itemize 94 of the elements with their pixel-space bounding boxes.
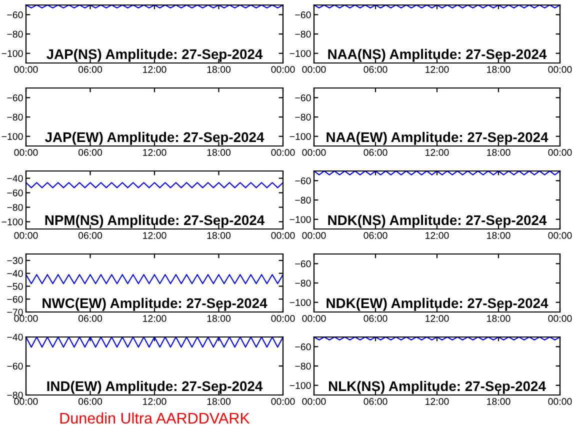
y-tick-label: −60 (295, 260, 311, 268)
x-tick-label: 00:00 (271, 66, 295, 73)
y-tick-label: −40 (7, 174, 23, 182)
x-tick-label: 18:00 (487, 232, 510, 239)
x-tick-label: 18:00 (207, 232, 231, 239)
x-tick-label: 12:00 (143, 315, 166, 322)
x-tick-label: 06:00 (364, 315, 388, 322)
text: JAP(NS) Amplitude: 27-Sep-2024 (46, 48, 263, 62)
x-tick-label: 06:00 (78, 398, 102, 405)
y-tick-label: −60 (295, 11, 311, 18)
x-tick-label: 12:00 (426, 66, 449, 73)
x-tick-label: 06:00 (78, 149, 102, 156)
y-tick-label: −100 (2, 50, 23, 57)
x-tick-label: 18:00 (487, 66, 510, 73)
x-tick-label: 12:00 (426, 232, 449, 239)
text: IND(EW) Amplitude: 27-Sep-2024 (47, 380, 263, 394)
x-tick-label: 18:00 (207, 315, 231, 322)
x-tick-label: 00:00 (271, 149, 295, 156)
x-tick-label: 00:00 (14, 315, 38, 322)
y-tick-label: −100 (290, 216, 311, 223)
x-tick-label: 00:00 (302, 66, 326, 73)
x-tick-label: 00:00 (302, 232, 326, 239)
text: NDK(NS) Amplitude: 27-Sep-2024 (328, 214, 547, 228)
x-tick-label: 12:00 (143, 232, 166, 239)
x-tick-label: 00:00 (271, 232, 295, 239)
x-tick-label: 06:00 (364, 232, 388, 239)
x-tick-label: 00:00 (548, 232, 572, 239)
x-tick-label: 12:00 (426, 315, 449, 322)
y-tick-label: −80 (7, 392, 23, 399)
x-tick-label: 12:00 (143, 149, 166, 156)
x-tick-label: 06:00 (364, 398, 388, 405)
text: NAA(EW) Amplitude: 27-Sep-2024 (326, 132, 548, 145)
x-tick-label: 12:00 (143, 398, 166, 405)
y-tick-label: −80 (295, 30, 311, 38)
x-tick-label: 06:00 (78, 66, 102, 73)
x-tick-label: 18:00 (487, 398, 510, 405)
y-tick-label: −70 (7, 308, 23, 316)
text: NPM(NS) Amplitude: 27-Sep-2024 (45, 214, 265, 228)
y-tick-label: −60 (7, 189, 23, 196)
x-tick-label: 00:00 (271, 315, 295, 322)
x-tick-label: 12:00 (426, 398, 449, 405)
x-tick-label: 00:00 (548, 149, 572, 156)
x-tick-label: 00:00 (14, 232, 38, 239)
x-tick-label: 00:00 (302, 149, 326, 156)
y-tick-label: −80 (295, 114, 311, 121)
x-tick-label: 18:00 (207, 398, 231, 405)
x-tick-label: 12:00 (426, 149, 449, 156)
x-tick-label: 00:00 (302, 398, 326, 405)
x-tick-label: 00:00 (548, 398, 572, 405)
x-tick-label: 00:00 (548, 66, 572, 73)
y-tick-label: −60 (295, 94, 311, 102)
y-tick-label: −60 (295, 177, 311, 184)
y-tick-label: −100 (290, 299, 311, 306)
x-tick-label: 18:00 (487, 149, 510, 156)
y-tick-label: −40 (7, 334, 23, 341)
text: NAA(NS) Amplitude: 27-Sep-2024 (328, 48, 547, 62)
y-tick-label: −60 (7, 94, 23, 102)
text: NLK(NS) Amplitude: 27-Sep-2024 (328, 380, 546, 394)
x-tick-label: 18:00 (487, 315, 510, 322)
y-tick-label: −100 (290, 133, 311, 140)
y-tick-label: −80 (7, 30, 23, 38)
y-tick-label: −60 (7, 362, 23, 370)
x-tick-label: 00:00 (14, 149, 38, 156)
y-tick-label: −100 (2, 133, 23, 140)
y-tick-label: −80 (7, 114, 23, 121)
x-tick-label: 00:00 (14, 66, 38, 73)
y-tick-label: −100 (290, 50, 311, 57)
y-tick-label: −80 (295, 362, 311, 370)
y-tick-label: −100 (2, 218, 23, 226)
x-tick-label: 00:00 (14, 398, 38, 405)
x-tick-label: 06:00 (364, 66, 388, 73)
text: Dunedin Ultra AARDDVARK (60, 412, 250, 424)
y-tick-label: −50 (7, 282, 23, 290)
text: JAP(EW) Amplitude: 27-Sep-2024 (45, 132, 264, 145)
x-tick-label: 18:00 (207, 149, 231, 156)
y-tick-label: −80 (295, 280, 311, 287)
x-tick-label: 12:00 (143, 66, 166, 73)
x-tick-label: 00:00 (302, 315, 326, 322)
y-tick-label: −60 (295, 343, 311, 350)
y-tick-label: −60 (7, 296, 23, 303)
y-tick-label: −40 (7, 270, 23, 277)
y-tick-label: −80 (295, 196, 311, 204)
y-tick-label: −80 (7, 204, 23, 211)
x-tick-label: 00:00 (271, 398, 295, 405)
x-tick-label: 06:00 (78, 232, 102, 239)
y-tick-label: −100 (290, 382, 311, 389)
y-tick-label: −60 (7, 11, 23, 18)
x-tick-label: 06:00 (78, 315, 102, 322)
x-tick-label: 06:00 (364, 149, 388, 156)
x-tick-label: 18:00 (207, 66, 231, 73)
y-tick-label: −30 (7, 257, 23, 264)
text: NDK(EW) Amplitude: 27-Sep-2024 (326, 298, 548, 311)
text: NWC(EW) Amplitude: 27-Sep-2024 (42, 298, 268, 311)
x-tick-label: 00:00 (548, 315, 572, 322)
